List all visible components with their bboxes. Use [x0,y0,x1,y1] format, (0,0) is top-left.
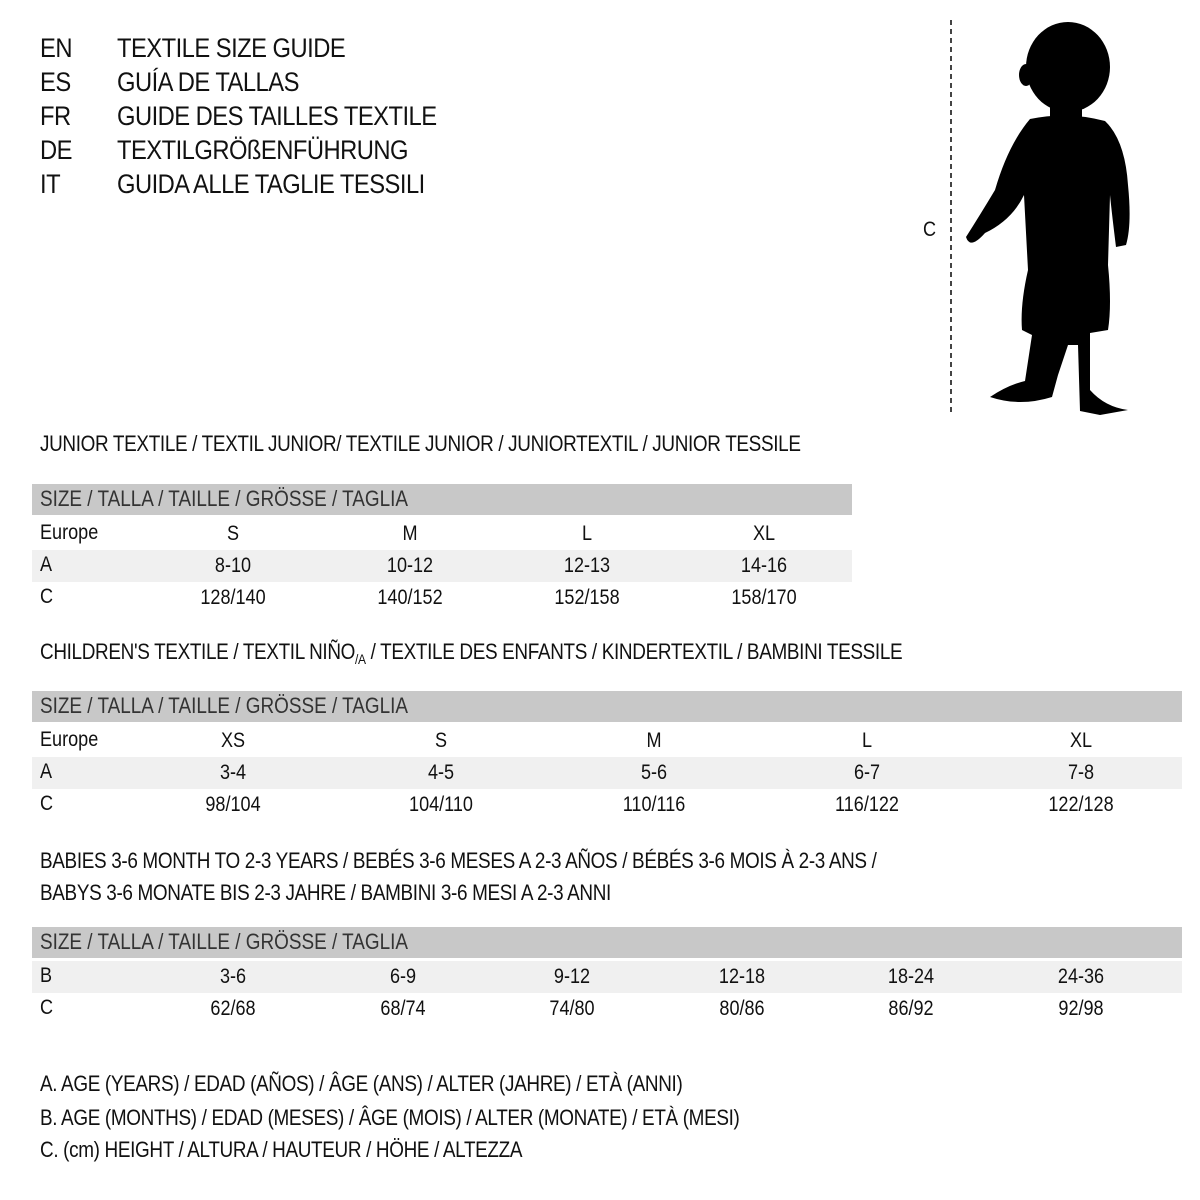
row-label: Europe [40,521,99,544]
junior-size-table: SIZE / TALLA / TAILLE / GRÖSSE / TAGLIA E… [32,484,852,614]
child-silhouette-icon [950,20,1130,415]
table-cell: 6-7 [853,761,881,784]
table-cell: 5-6 [640,761,668,784]
row-label: A [40,760,53,783]
lang-code: DE [40,135,72,165]
table-row: C 62/68 68/74 74/80 80/86 86/92 92/98 [32,993,1182,1025]
table-header-row: SIZE / TALLA / TAILLE / GRÖSSE / TAGLIA [32,927,1182,958]
table-cell: 86/92 [888,997,934,1020]
legend-c: C. (cm) HEIGHT / ALTURA / HAUTEUR / HÖHE… [40,1137,523,1162]
table-cell: 12-18 [718,965,766,988]
height-label: C [923,218,937,241]
table-cell: 3-6 [219,965,247,988]
table-cell: 116/122 [835,793,899,816]
title-text: TEXTILE SIZE GUIDE [117,33,346,63]
table-cell: 62/68 [210,997,256,1020]
legend-a: A. AGE (YEARS) / EDAD (AÑOS) / ÂGE (ANS)… [40,1071,683,1096]
table-cell: 92/98 [1058,997,1104,1020]
row-label: Europe [40,728,99,751]
table-cell: 8-10 [214,554,252,577]
table-cell: L [581,522,593,545]
table-cell: XL [1069,729,1093,752]
table-cell: 110/116 [622,793,686,816]
table-row: Europe S M L XL [32,518,852,550]
table-cell: 10-12 [386,554,434,577]
table-cell: 140/152 [377,586,443,609]
table-row: Europe XS S M L XL [32,725,1182,757]
lang-code: IT [40,169,61,199]
heading-subscript: /A [355,651,366,667]
title-text: TEXTILGRÖßENFÜHRUNG [117,135,408,165]
lang-code: EN [40,33,72,63]
legend-b: B. AGE (MONTHS) / EDAD (MESES) / ÂGE (MO… [40,1105,740,1130]
table-cell: 24-36 [1057,965,1105,988]
babies-heading-line1: BABIES 3-6 MONTH TO 2-3 YEARS / BEBÉS 3-… [40,848,877,873]
table-cell: S [226,522,240,545]
table-cell: 74/80 [549,997,595,1020]
table-row: C 128/140 140/152 152/158 158/170 [32,582,852,614]
title-text: GUÍA DE TALLAS [117,67,299,97]
title-text: GUIDE DES TAILLES TEXTILE [117,101,437,131]
table-cell: 128/140 [200,586,266,609]
header-label: SIZE / TALLA / TAILLE / GRÖSSE / TAGLIA [40,929,409,954]
babies-heading-line2: BABYS 3-6 MONATE BIS 2-3 JAHRE / BAMBINI… [40,880,611,905]
table-header-row: SIZE / TALLA / TAILLE / GRÖSSE / TAGLIA [32,691,1182,722]
header-label: SIZE / TALLA / TAILLE / GRÖSSE / TAGLIA [40,486,409,511]
table-cell: 68/74 [380,997,426,1020]
table-cell: 80/86 [719,997,765,1020]
table-row: B 3-6 6-9 9-12 12-18 18-24 24-36 [32,961,1182,993]
table-header-row: SIZE / TALLA / TAILLE / GRÖSSE / TAGLIA [32,484,852,515]
table-cell: 9-12 [553,965,591,988]
table-row: A 8-10 10-12 12-13 14-16 [32,550,852,582]
table-cell: L [861,729,873,752]
table-row: A 3-4 4-5 5-6 6-7 7-8 [32,757,1182,789]
table-cell: 98/104 [205,793,261,816]
babies-size-table: SIZE / TALLA / TAILLE / GRÖSSE / TAGLIA B… [32,927,1182,1025]
table-cell: 3-4 [219,761,247,784]
table-cell: 152/158 [554,586,620,609]
heading-text: / TEXTILE DES ENFANTS / KINDERTEXTIL / B… [365,639,903,664]
table-cell: 12-13 [563,554,611,577]
table-cell: 7-8 [1067,761,1095,784]
table-cell: XL [752,522,776,545]
table-cell: 4-5 [427,761,455,784]
children-heading: CHILDREN'S TEXTILE / TEXTIL NIÑO/A / TEX… [40,639,903,667]
row-label: C [40,996,54,1019]
row-label: B [40,964,53,987]
header-label: SIZE / TALLA / TAILLE / GRÖSSE / TAGLIA [40,693,409,718]
row-label: C [40,585,54,608]
table-cell: 158/170 [731,586,797,609]
table-cell: M [646,729,662,752]
table-row: C 98/104 104/110 110/116 116/122 122/128 [32,789,1182,821]
table-cell: 14-16 [740,554,788,577]
table-cell: 6-9 [389,965,417,988]
junior-heading: JUNIOR TEXTILE / TEXTIL JUNIOR/ TEXTILE … [40,431,801,456]
row-label: A [40,553,53,576]
children-size-table: SIZE / TALLA / TAILLE / GRÖSSE / TAGLIA E… [32,691,1182,821]
heading-text: CHILDREN'S TEXTILE / TEXTIL NIÑO [40,639,356,664]
table-cell: 104/110 [409,793,473,816]
table-cell: 122/128 [1048,793,1114,816]
title-text: GUIDA ALLE TAGLIE TESSILI [117,169,425,199]
lang-code: FR [40,101,71,131]
lang-code: ES [40,67,71,97]
table-cell: 18-24 [887,965,935,988]
table-cell: M [402,522,418,545]
row-label: C [40,792,54,815]
table-cell: XS [220,729,246,752]
table-cell: S [434,729,448,752]
